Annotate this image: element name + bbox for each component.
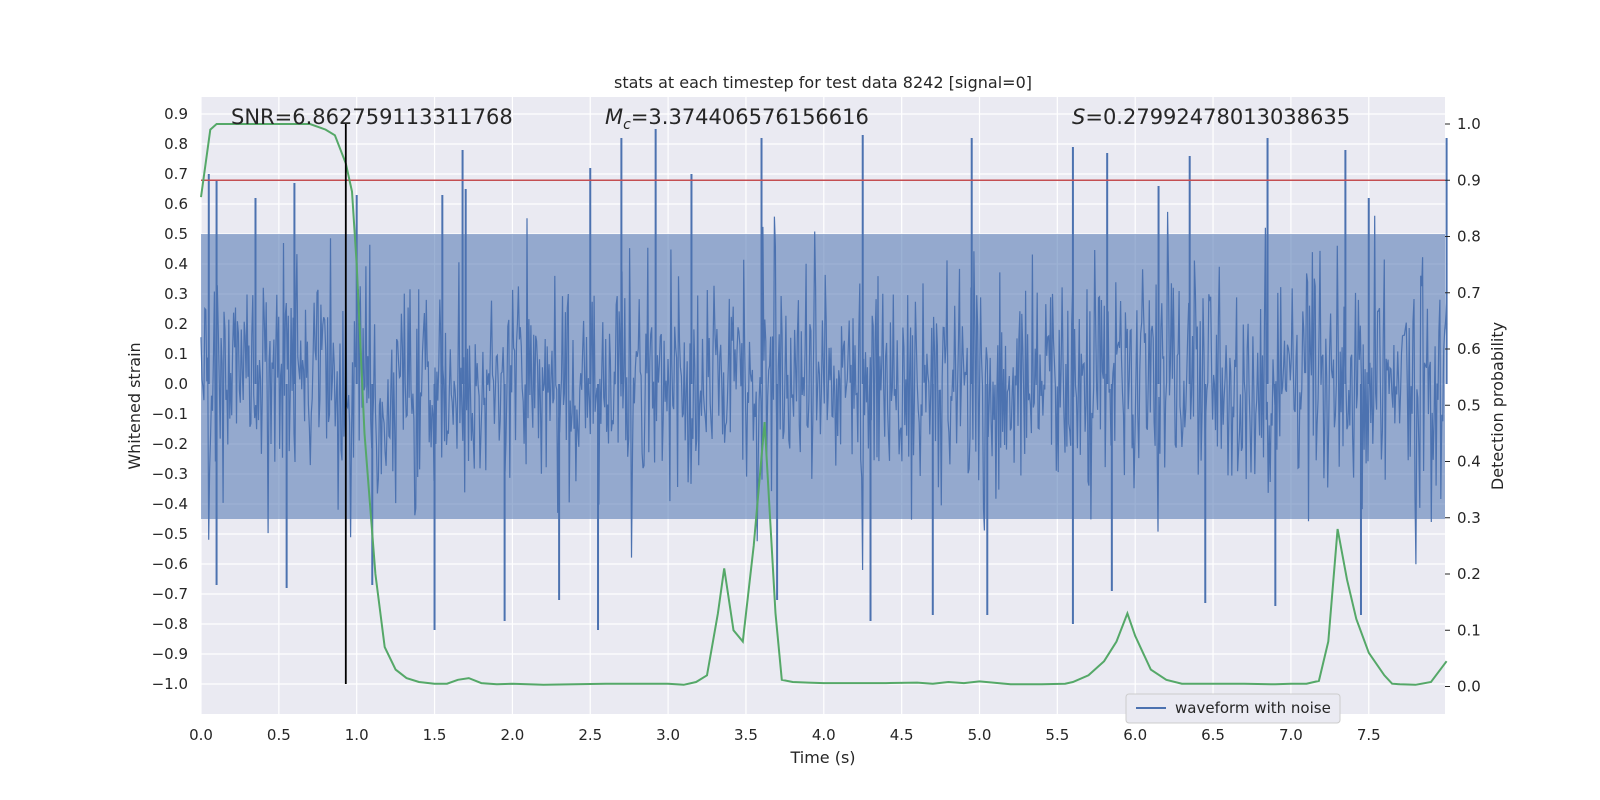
y-tick-label: −0.5 <box>152 525 188 543</box>
legend-box <box>1125 693 1341 724</box>
chirp-mass-annotation: Mc=3.374406576156616 <box>605 105 869 133</box>
y-tick-label: −1.0 <box>152 675 188 693</box>
x-tick-label: 7.5 <box>1357 726 1381 744</box>
x-tick-label: 1.0 <box>345 726 369 744</box>
x-axis-label: Time (s) <box>789 748 855 767</box>
x-tick-label: 6.0 <box>1123 726 1147 744</box>
x-tick-label: 5.0 <box>968 726 992 744</box>
overlays <box>200 123 1448 686</box>
y2-ticks: 1.0 0.9 0.8 0.7 0.6 0.5 0.4 0.3 0.2 0.1 0.0 <box>1445 115 1481 696</box>
legend-label: waveform with noise <box>1175 699 1331 717</box>
x-tick-label: 0.5 <box>267 726 291 744</box>
y-tick-label: −0.6 <box>152 555 188 573</box>
y2-tick-label: 0.9 <box>1457 171 1481 189</box>
snr-annotation: SNR=6.862759113311768 <box>231 105 513 129</box>
x-tick-label: 7.0 <box>1279 726 1303 744</box>
y-tick-label: 0.7 <box>164 165 188 183</box>
y-tick-label: −0.3 <box>152 465 188 483</box>
y2-tick-label: 0.8 <box>1457 228 1481 246</box>
y2-tick-label: 0.4 <box>1457 453 1481 471</box>
y-tick-label: 0.3 <box>164 285 188 303</box>
y2-tick-label: 1.0 <box>1457 115 1481 133</box>
y-tick-label: −0.8 <box>152 615 188 633</box>
chirp-mass-subscript: c <box>623 117 631 133</box>
y-tick-label: 0.5 <box>164 225 188 243</box>
detection-probability-line <box>200 123 1448 686</box>
x-tick-label: 4.0 <box>812 726 836 744</box>
y-tick-label: 0.9 <box>164 105 188 123</box>
y2-tick-label: 0.1 <box>1457 621 1481 639</box>
x-tick-label: 6.5 <box>1201 726 1225 744</box>
y-tick-label: −0.2 <box>152 435 188 453</box>
y2-tick-label: 0.7 <box>1457 284 1481 302</box>
chirp-mass-symbol: M <box>605 105 623 129</box>
x-ticks: 0.0 0.5 1.0 1.5 2.0 2.5 3.0 3.5 4.0 4.5 5.0 5.5 6.0 6… <box>189 726 1381 744</box>
s-symbol: S <box>1072 105 1085 129</box>
waveform-series <box>200 129 1448 630</box>
y2-tick-label: 0.3 <box>1457 509 1481 527</box>
x-tick-label: 1.5 <box>423 726 447 744</box>
y2-tick-label: 0.2 <box>1457 565 1481 583</box>
x-tick-label: 3.0 <box>656 726 680 744</box>
y-ticks: 0.9 0.8 0.7 0.6 0.5 0.4 0.3 0.2 0.1 0.0 −0.1 −0.2 −0… <box>152 105 188 693</box>
y-tick-label: 0.8 <box>164 135 188 153</box>
y-tick-label: 0.6 <box>164 195 188 213</box>
y2-tick-label: 0.5 <box>1457 396 1481 414</box>
y-tick-label: 0.0 <box>164 375 188 393</box>
x-tick-label: 2.5 <box>578 726 602 744</box>
x-tick-label: 5.5 <box>1045 726 1069 744</box>
y2-axis-label: Detection probability <box>1488 322 1507 490</box>
y2-tick-label: 0.0 <box>1457 678 1481 696</box>
s-annotation: S=0.27992478013038635 <box>1072 105 1350 129</box>
y-tick-label: −0.4 <box>152 495 188 513</box>
y-tick-label: 0.4 <box>164 255 188 273</box>
chart-title: stats at each timestep for test data 824… <box>614 73 1032 92</box>
y-tick-label: −0.7 <box>152 585 188 603</box>
y-tick-label: 0.1 <box>164 345 188 363</box>
y-tick-label: 0.2 <box>164 315 188 333</box>
x-tick-label: 3.5 <box>734 726 758 744</box>
legend: waveform with noise <box>1125 693 1341 724</box>
y2-tick-label: 0.6 <box>1457 340 1481 358</box>
s-value: =0.27992478013038635 <box>1085 105 1350 129</box>
chirp-mass-value: =3.374406576156616 <box>631 105 869 129</box>
x-tick-label: 2.0 <box>500 726 524 744</box>
y-tick-label: −0.9 <box>152 645 188 663</box>
x-tick-label: 4.5 <box>890 726 914 744</box>
x-tick-label: 0.0 <box>189 726 213 744</box>
y-axis-label: Whitened strain <box>125 342 144 469</box>
y-tick-label: −0.1 <box>152 405 188 423</box>
